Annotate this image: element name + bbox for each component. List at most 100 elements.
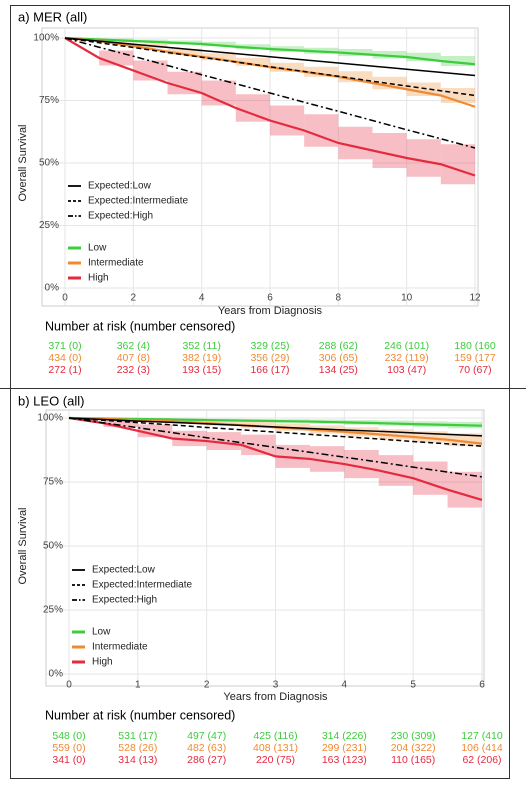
y-tick-label: 75% <box>39 95 59 106</box>
risk-cell: 408 (131) <box>253 742 298 754</box>
confidence-band <box>235 57 270 66</box>
confidence-band <box>338 49 373 56</box>
x-tick-label: 10 <box>401 293 413 304</box>
confidence-band <box>201 41 236 47</box>
confidence-band <box>406 82 441 96</box>
risk-cell: 246 (101) <box>384 340 429 352</box>
risk-cell: 559 (0) <box>52 742 85 754</box>
y-tick-label: 0% <box>49 669 64 680</box>
survival-line <box>64 36 476 108</box>
y-tick-label: 50% <box>43 541 63 552</box>
legend-label: Low <box>92 627 111 638</box>
confidence-band <box>344 427 379 437</box>
survival-line <box>64 36 476 66</box>
risk-cell: 110 (165) <box>391 754 435 766</box>
risk-cell: 482 (63) <box>187 742 226 754</box>
x-tick-label: 6 <box>479 680 485 691</box>
confidence-band <box>447 471 482 508</box>
risk-cell: 193 (15) <box>182 364 221 376</box>
risk-cell: 548 (0) <box>52 730 85 742</box>
survival-line <box>68 417 483 447</box>
confidence-band <box>372 51 407 59</box>
risk-cell: 159 (177 <box>454 352 496 364</box>
risk-cell: 371 (0) <box>48 340 81 352</box>
risk-cell: 288 (62) <box>319 340 358 352</box>
y-axis-label: Overall Survival <box>17 507 29 584</box>
confidence-band <box>235 44 270 50</box>
legend-label: High <box>88 273 109 284</box>
risk-cell: 232 (3) <box>117 364 150 376</box>
confidence-band <box>275 444 310 468</box>
x-tick-label: 8 <box>336 293 342 304</box>
legend-label: Intermediate <box>92 642 148 653</box>
survival-line <box>64 37 476 149</box>
risk-cell: 70 (67) <box>458 364 491 376</box>
legend-label: Expected:High <box>92 595 157 606</box>
risk-cell: 286 (27) <box>187 754 226 766</box>
confidence-band <box>133 60 168 81</box>
survival-line <box>68 417 483 437</box>
y-tick-label: 50% <box>39 158 59 169</box>
risk-cell: 531 (17) <box>118 730 157 742</box>
risk-cell: 352 (11) <box>182 340 220 352</box>
confidence-band <box>440 144 475 185</box>
risk-cell: 341 (0) <box>52 754 85 766</box>
panel-title: a) MER (all) <box>18 9 87 24</box>
risk-cell: 103 (47) <box>387 364 426 376</box>
y-axis-label: Overall Survival <box>17 124 29 201</box>
confidence-band <box>206 432 242 450</box>
risk-cell: 180 (160 <box>454 340 496 352</box>
confidence-band <box>103 419 138 427</box>
confidence-band <box>338 126 373 160</box>
risk-cell: 497 (47) <box>187 730 226 742</box>
confidence-band <box>270 62 305 72</box>
x-tick-label: 2 <box>131 293 137 304</box>
risk-cell: 230 (309) <box>391 730 436 742</box>
risk-cell: 425 (116) <box>253 730 297 742</box>
confidence-band <box>440 56 475 66</box>
risk-cell: 166 (17) <box>250 364 289 376</box>
confidence-band <box>372 76 407 90</box>
x-tick-label: 5 <box>410 680 416 691</box>
risk-table-title: Number at risk (number censored) <box>45 319 235 333</box>
confidence-band <box>167 48 202 55</box>
legend-label: Low <box>88 243 107 254</box>
confidence-band <box>406 52 441 62</box>
confidence-band <box>167 71 202 95</box>
confidence-band <box>201 53 236 61</box>
survival-line <box>68 417 483 478</box>
risk-cell: 528 (26) <box>118 742 157 754</box>
legend-label: Expected:High <box>88 211 153 222</box>
confidence-band <box>235 94 270 122</box>
panel-title: b) LEO (all) <box>18 393 84 408</box>
confidence-band <box>372 133 407 168</box>
x-axis-label: Years from Diagnosis <box>218 305 323 317</box>
legend-label: Expected:Intermediate <box>88 196 188 207</box>
risk-cell: 356 (29) <box>250 352 289 364</box>
risk-cell: 220 (75) <box>256 754 295 766</box>
legend-label: Expected:Low <box>88 181 152 192</box>
confidence-band <box>378 429 414 440</box>
x-tick-label: 12 <box>469 293 481 304</box>
confidence-band <box>304 66 339 77</box>
x-axis-label: Years from Diagnosis <box>223 691 328 703</box>
risk-cell: 106 (414 <box>461 742 503 754</box>
risk-cell: 163 (123) <box>322 754 367 766</box>
risk-cell: 407 (8) <box>117 352 150 364</box>
confidence-band <box>270 105 305 136</box>
risk-cell: 127 (410 <box>461 730 503 742</box>
legend-label: Intermediate <box>88 258 144 269</box>
risk-cell: 306 (65) <box>319 352 358 364</box>
confidence-band <box>338 71 373 83</box>
legend-label: Expected:Low <box>92 565 156 576</box>
risk-table-title: Number at risk (number censored) <box>45 708 235 722</box>
risk-cell: 272 (1) <box>48 364 81 376</box>
risk-cell: 314 (13) <box>118 754 157 766</box>
risk-cell: 362 (4) <box>117 340 150 352</box>
confidence-band <box>172 430 207 447</box>
x-tick-label: 4 <box>342 680 348 691</box>
risk-cell: 232 (119) <box>385 352 429 364</box>
risk-cell: 329 (25) <box>250 340 289 352</box>
